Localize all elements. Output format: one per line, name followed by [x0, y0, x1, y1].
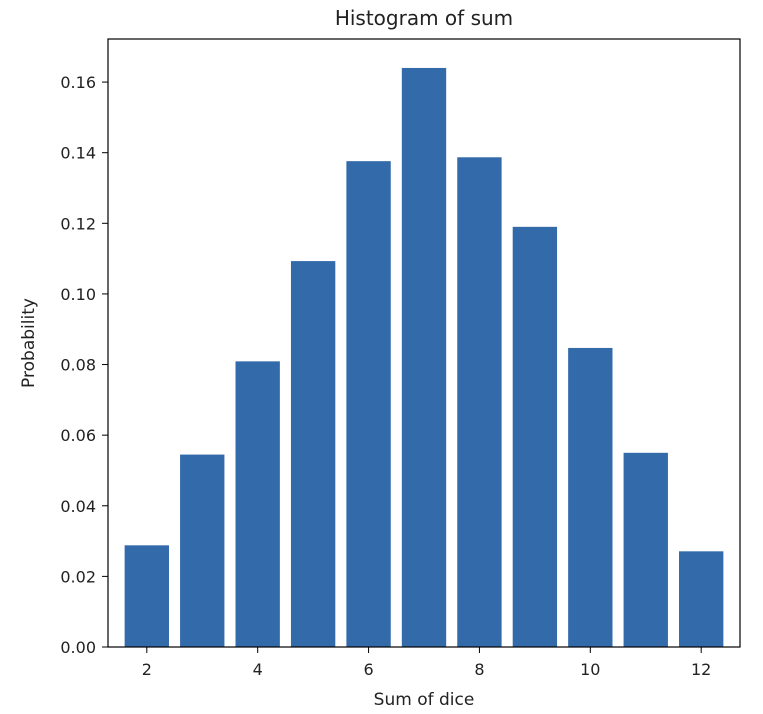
- x-tick-label: 6: [363, 660, 373, 679]
- y-tick-label: 0.04: [60, 497, 96, 516]
- bar-sum-6: [346, 161, 391, 647]
- x-axis-title: Sum of dice: [374, 690, 475, 710]
- bar-sum-7: [401, 67, 447, 647]
- x-tick-label: 2: [142, 660, 152, 679]
- x-tick-label: 12: [691, 660, 711, 679]
- y-tick-label: 0.14: [60, 144, 96, 163]
- bar-sum-3: [180, 454, 225, 647]
- chart-title: Histogram of sum: [335, 6, 513, 30]
- bar-sum-5: [290, 261, 336, 647]
- x-axis-ticks: 2 4 6 8 10 12: [142, 647, 711, 679]
- x-tick-label: 8: [474, 660, 484, 679]
- bar-sum-11: [623, 452, 668, 647]
- y-axis-title: Probability: [19, 298, 39, 388]
- y-tick-label: 0.10: [60, 285, 96, 304]
- bar-sum-12: [679, 551, 724, 647]
- plot-frame: [107, 38, 741, 648]
- y-tick-label: 0.02: [60, 567, 96, 586]
- y-tick-label: 0.12: [60, 214, 96, 233]
- bar-sum-9: [512, 226, 558, 647]
- bar-sum-8: [457, 157, 502, 647]
- bar-sum-2: [124, 545, 169, 647]
- y-tick-label: 0.16: [60, 73, 96, 92]
- y-tick-label: 0.08: [60, 356, 96, 375]
- bar-sum-10: [568, 347, 613, 647]
- bar-group: [124, 67, 724, 647]
- y-tick-label: 0.06: [60, 426, 96, 445]
- y-axis-ticks: 0.00 0.02 0.04 0.06 0.08 0.10 0.12 0.14 0.16: [60, 73, 108, 657]
- bar-sum-4: [235, 361, 280, 647]
- y-tick-label: 0.00: [60, 638, 96, 657]
- x-tick-label: 10: [580, 660, 600, 679]
- x-tick-label: 4: [253, 660, 263, 679]
